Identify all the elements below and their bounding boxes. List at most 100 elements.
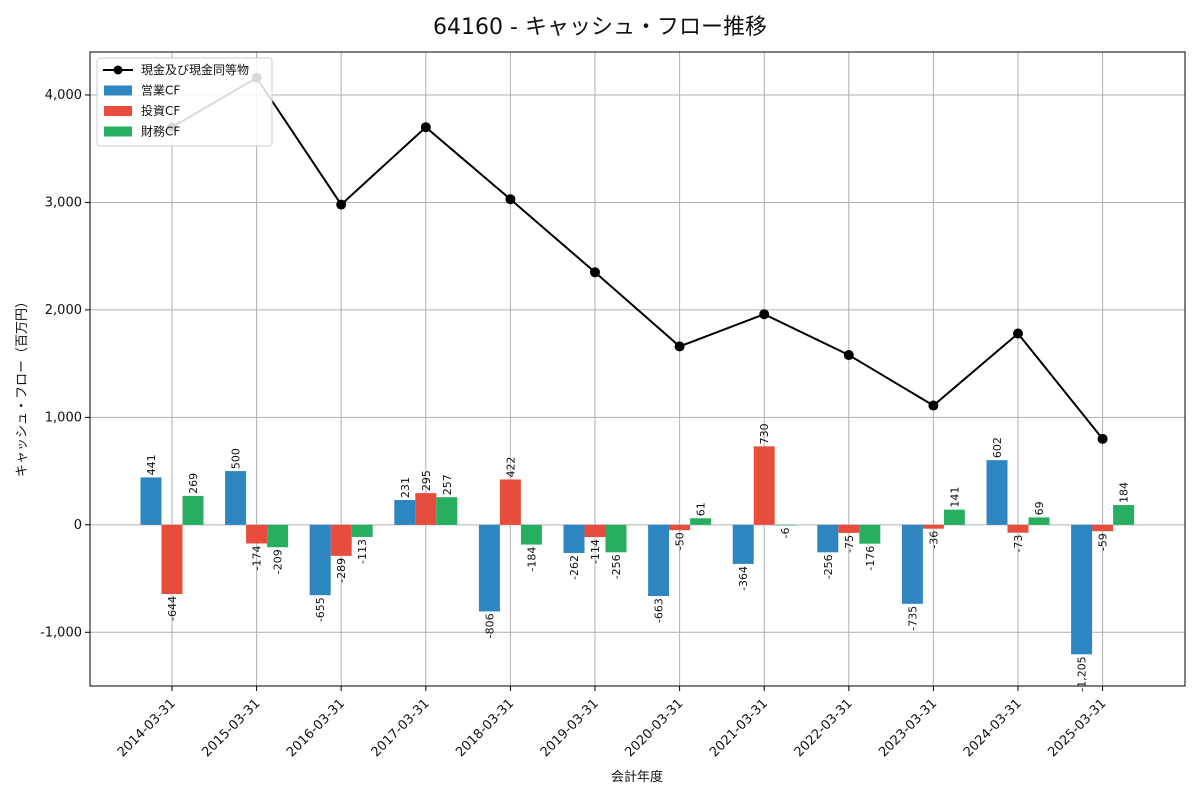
y-tick-label: 4,000 (45, 88, 82, 103)
bar-2 (520, 524, 542, 545)
chart-title: 64160 - キャッシュ・フロー推移 (433, 15, 767, 40)
cash-line (167, 72, 1108, 444)
bar-value-label: -209 (272, 549, 285, 574)
y-tick-label: 1,000 (45, 410, 82, 425)
y-tick-label: 3,000 (45, 195, 82, 210)
bar-value-label: 141 (948, 487, 961, 508)
cash-point (843, 350, 854, 361)
bar-0 (901, 524, 923, 604)
x-tick-label: 2014-03-31 (115, 696, 179, 760)
bar-0 (817, 524, 839, 553)
x-tick-label: 2016-03-31 (284, 696, 348, 760)
bar-value-label: -735 (906, 606, 919, 631)
x-tick-label: 2023-03-31 (876, 696, 940, 760)
bar-value-label: 422 (504, 456, 517, 477)
bar-2 (1113, 505, 1135, 525)
bar-value-label: -1,205 (1076, 656, 1089, 691)
cash-point (928, 400, 939, 411)
x-tick-label: 2017-03-31 (369, 696, 433, 760)
bar-0 (140, 477, 162, 525)
legend-bar-swatch (104, 106, 132, 116)
bar-value-label: 295 (420, 470, 433, 491)
bar-2 (774, 524, 796, 526)
bar-1 (415, 493, 437, 525)
legend-label: 投資CF (141, 103, 180, 118)
bar-value-label: 61 (695, 502, 708, 516)
legend-bar-swatch (104, 126, 132, 137)
bar-1 (1007, 524, 1029, 533)
bar-1 (584, 524, 606, 538)
bar-value-label: -114 (589, 539, 602, 564)
bar-value-label: 500 (230, 448, 243, 469)
bar-0 (1071, 524, 1093, 655)
y-tick-label: 0 (74, 518, 82, 533)
bar-value-label: -59 (1097, 533, 1110, 551)
bar-1 (246, 524, 268, 544)
bar-value-label: 231 (399, 477, 412, 498)
bar-value-label: -256 (822, 554, 835, 579)
bar-value-label: -262 (568, 555, 581, 580)
y-tick-label: 2,000 (45, 303, 82, 318)
bar-value-label: -36 (927, 531, 940, 549)
bar-1 (922, 524, 944, 529)
bar-value-label: 269 (187, 473, 200, 494)
bar-0 (225, 471, 247, 525)
bar-0 (563, 524, 585, 553)
bar-value-label: -655 (314, 597, 327, 622)
bar-1 (753, 446, 775, 525)
bar-2 (1028, 517, 1050, 525)
bar-1 (1092, 524, 1114, 532)
x-tick-label: 2022-03-31 (792, 696, 856, 760)
bar-value-label: -644 (166, 596, 179, 621)
bar-value-label: -806 (483, 613, 496, 638)
bar-1 (838, 524, 860, 533)
y-tick-label: -1,000 (40, 625, 82, 640)
x-axis-ticks: 2014-03-31 2015-03-31 2016-03-31 2017-03-31… (115, 686, 1109, 760)
cash-point (336, 199, 347, 210)
plot-frame (89, 51, 1186, 687)
bar-2 (690, 518, 712, 525)
bar-0 (309, 524, 331, 596)
bar-1 (669, 524, 691, 531)
bar-2 (605, 524, 627, 553)
bar-1 (499, 479, 521, 525)
x-tick-label: 2019-03-31 (538, 696, 602, 760)
bar-2 (182, 495, 204, 525)
cash-line-path (171, 76, 1104, 440)
x-tick-label: 2025-03-31 (1045, 696, 1109, 760)
bar-value-label: -75 (843, 535, 856, 553)
bar-value-label: -289 (335, 558, 348, 583)
bar-value-label: 602 (991, 437, 1004, 458)
x-tick-label: 2024-03-31 (961, 696, 1025, 760)
bar-0 (648, 524, 670, 597)
bar-value-label: -6 (779, 527, 792, 538)
cash-point (674, 341, 685, 352)
bar-value-label: -174 (251, 546, 264, 571)
bar-value-label: -113 (356, 539, 369, 564)
cash-point (505, 194, 516, 205)
bar-1 (330, 524, 352, 556)
legend-label: 財務CF (141, 124, 180, 139)
bar-0 (394, 499, 416, 525)
bar-2 (943, 509, 965, 525)
x-tick-label: 2015-03-31 (199, 696, 263, 760)
x-tick-label: 2018-03-31 (453, 696, 517, 760)
cash-point (1013, 328, 1023, 339)
x-tick-label: 2020-03-31 (622, 696, 686, 760)
bar-value-label: -256 (610, 554, 623, 579)
x-axis-label: 会計年度 (611, 769, 663, 785)
bar-value-label: 730 (758, 423, 771, 444)
y-axis-ticks: -1,000 0 1,000 2,000 3,000 4,000 (40, 88, 90, 640)
bar-value-label: -364 (737, 566, 750, 591)
bar-value-label: 69 (1033, 501, 1046, 515)
bar-value-label: 257 (441, 474, 454, 495)
bar-2 (436, 497, 458, 525)
bars (140, 446, 1135, 655)
bar-0 (986, 460, 1008, 525)
bar-0 (478, 524, 500, 612)
legend-point-swatch (113, 65, 123, 75)
grid (90, 52, 1185, 686)
cash-point (590, 267, 600, 278)
